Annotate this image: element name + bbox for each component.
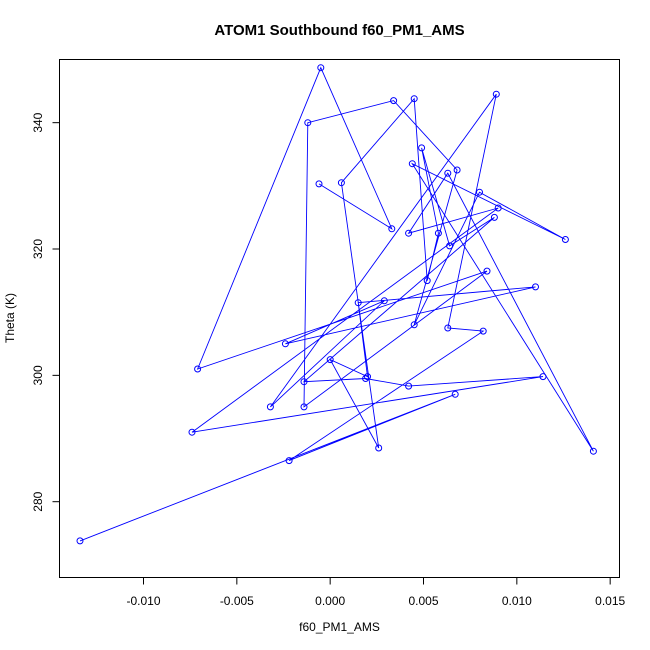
data-point: [300, 378, 308, 386]
plot-frame: [59, 59, 620, 578]
data-point: [266, 403, 274, 411]
data-point: [380, 297, 388, 305]
data-point: [364, 373, 371, 381]
y-tick-label: 340: [31, 112, 45, 132]
y-tick-label: 280: [31, 491, 45, 511]
data-point: [354, 299, 362, 307]
data-point: [561, 236, 569, 243]
y-axis: 280 300 320 340: [31, 112, 60, 512]
data-point: [451, 390, 459, 398]
data-point: [476, 188, 483, 196]
data-point: [532, 283, 539, 291]
data-point: [418, 144, 426, 152]
x-tick-label: -0.010: [126, 594, 160, 608]
x-tick-label: 0.015: [595, 594, 625, 608]
data-point: [317, 64, 325, 72]
data-point: [494, 204, 502, 212]
series-line: [79, 66, 594, 542]
x-axis: -0.010 -0.005 0.000 0.005 0.010 0.015: [126, 577, 626, 608]
x-axis-label: f60_PM1_AMS: [299, 620, 380, 634]
x-tick-label: 0.005: [408, 594, 438, 608]
data-point: [375, 444, 383, 452]
data-point: [405, 229, 413, 237]
data-point: [539, 373, 547, 381]
data-point: [490, 213, 498, 221]
data-point: [188, 428, 196, 436]
chart-title: ATOM1 Southbound f60_PM1_AMS: [214, 22, 464, 39]
y-tick-label: 300: [31, 365, 45, 385]
data-point: [408, 160, 416, 168]
data-point: [315, 180, 323, 188]
x-tick-label: 0.010: [502, 594, 532, 608]
x-tick-label: -0.005: [220, 594, 254, 608]
x-tick-label: 0.000: [315, 594, 345, 608]
data-point: [423, 277, 431, 285]
data-point: [390, 97, 398, 105]
data-point: [483, 267, 491, 275]
data-point: [444, 324, 452, 332]
data-point: [337, 179, 345, 187]
data-point: [410, 321, 418, 329]
data-point: [479, 327, 487, 335]
data-point: [194, 365, 202, 373]
data-series: [76, 64, 597, 545]
data-point: [405, 382, 413, 390]
data-point: [589, 447, 597, 455]
y-axis-label: Theta (K): [3, 293, 17, 343]
y-tick-label: 320: [31, 239, 45, 259]
data-point: [76, 537, 84, 545]
data-point: [285, 457, 293, 465]
data-point: [492, 90, 500, 98]
data-point: [444, 169, 452, 177]
data-point: [410, 95, 418, 103]
data-point: [300, 403, 308, 411]
data-point: [281, 340, 289, 348]
data-point: [304, 119, 312, 127]
data-point: [453, 166, 461, 174]
data-point: [362, 375, 370, 382]
data-point: [388, 225, 396, 233]
data-point: [434, 229, 442, 237]
data-point: [446, 242, 454, 250]
data-point: [326, 356, 334, 364]
